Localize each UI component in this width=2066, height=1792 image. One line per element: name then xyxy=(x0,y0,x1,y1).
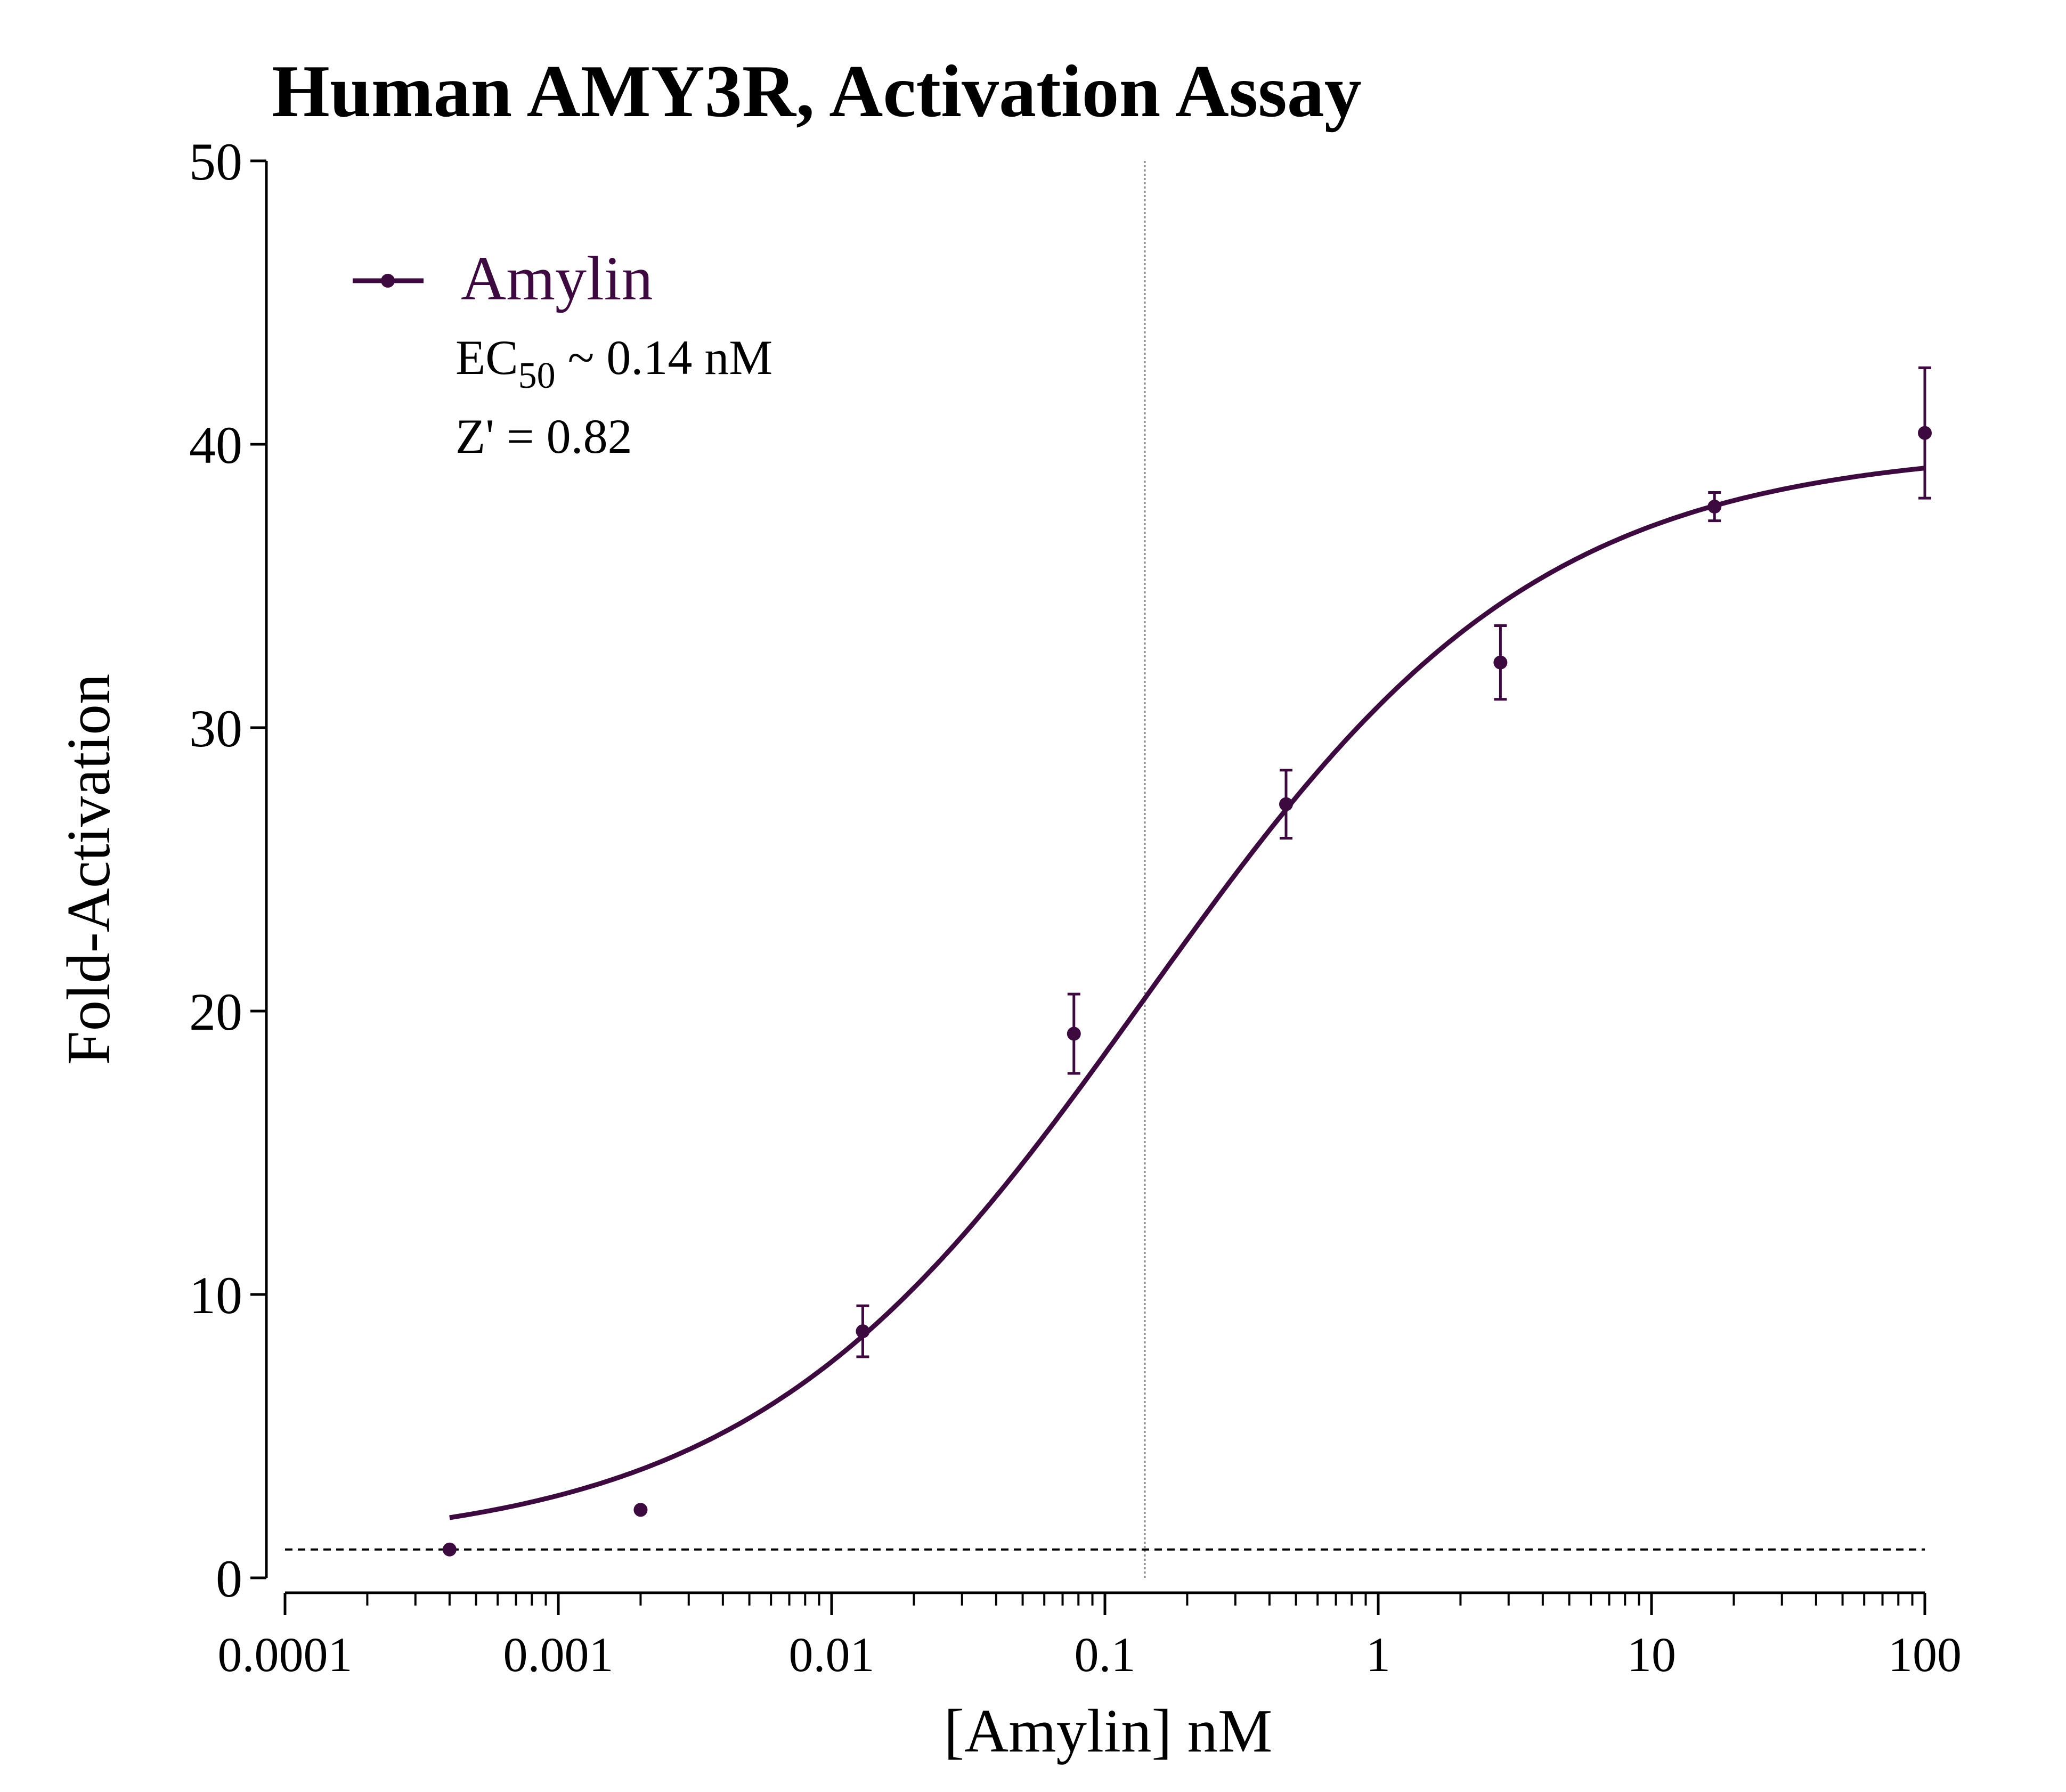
zprime-annotation: Z' = 0.82 xyxy=(456,409,632,463)
x-axis-label: [Amylin] nM xyxy=(944,1697,1273,1765)
x-tick-label: 0.001 xyxy=(503,1627,614,1682)
legend-label: Amylin xyxy=(461,243,653,313)
x-tick-label: 10 xyxy=(1627,1627,1676,1682)
x-tick-label: 0.01 xyxy=(789,1627,875,1682)
x-tick-label: 1 xyxy=(1366,1627,1390,1682)
fit-curves xyxy=(449,466,1925,1520)
ec50-prefix: EC xyxy=(456,330,518,385)
fit-curve xyxy=(449,466,1925,1520)
ec50-subscript: 50 xyxy=(518,355,556,396)
data-point xyxy=(856,1324,870,1339)
data-point xyxy=(1279,797,1293,811)
y-tick-label: 50 xyxy=(189,132,242,191)
reference-lines xyxy=(285,161,1925,1578)
legend: Amylin EC50 ~ 0.14 nM Z' = 0.82 xyxy=(353,243,772,463)
data-point xyxy=(633,1503,648,1517)
data-point xyxy=(442,1542,457,1557)
ec50-value: ~ 0.14 nM xyxy=(556,330,773,385)
x-tick-label: 0.0001 xyxy=(218,1627,353,1682)
y-tick-label: 0 xyxy=(216,1549,242,1608)
ec50-annotation: EC50 ~ 0.14 nM xyxy=(456,330,772,396)
y-axis-label: Fold-Activation xyxy=(55,674,123,1065)
data-point xyxy=(1918,426,1932,440)
x-tick-label: 0.1 xyxy=(1075,1627,1136,1682)
x-tick-label: 100 xyxy=(1888,1627,1962,1682)
data-point xyxy=(1493,655,1508,670)
y-axis: 0 10 20 30 40 50 xyxy=(189,132,268,1608)
x-axis: 0.0001 0.001 0.01 0.1 1 10 100 xyxy=(218,1591,1962,1682)
y-tick-label: 20 xyxy=(189,982,242,1041)
chart-title: Human AMY3R, Activation Assay xyxy=(272,50,1362,133)
data-points xyxy=(442,366,1932,1557)
y-tick-label: 10 xyxy=(189,1266,242,1325)
data-point xyxy=(1067,1027,1081,1041)
y-tick-label: 30 xyxy=(189,699,242,758)
y-tick-label: 40 xyxy=(189,416,242,475)
data-point xyxy=(1707,500,1722,514)
legend-swatch-marker xyxy=(381,274,395,288)
